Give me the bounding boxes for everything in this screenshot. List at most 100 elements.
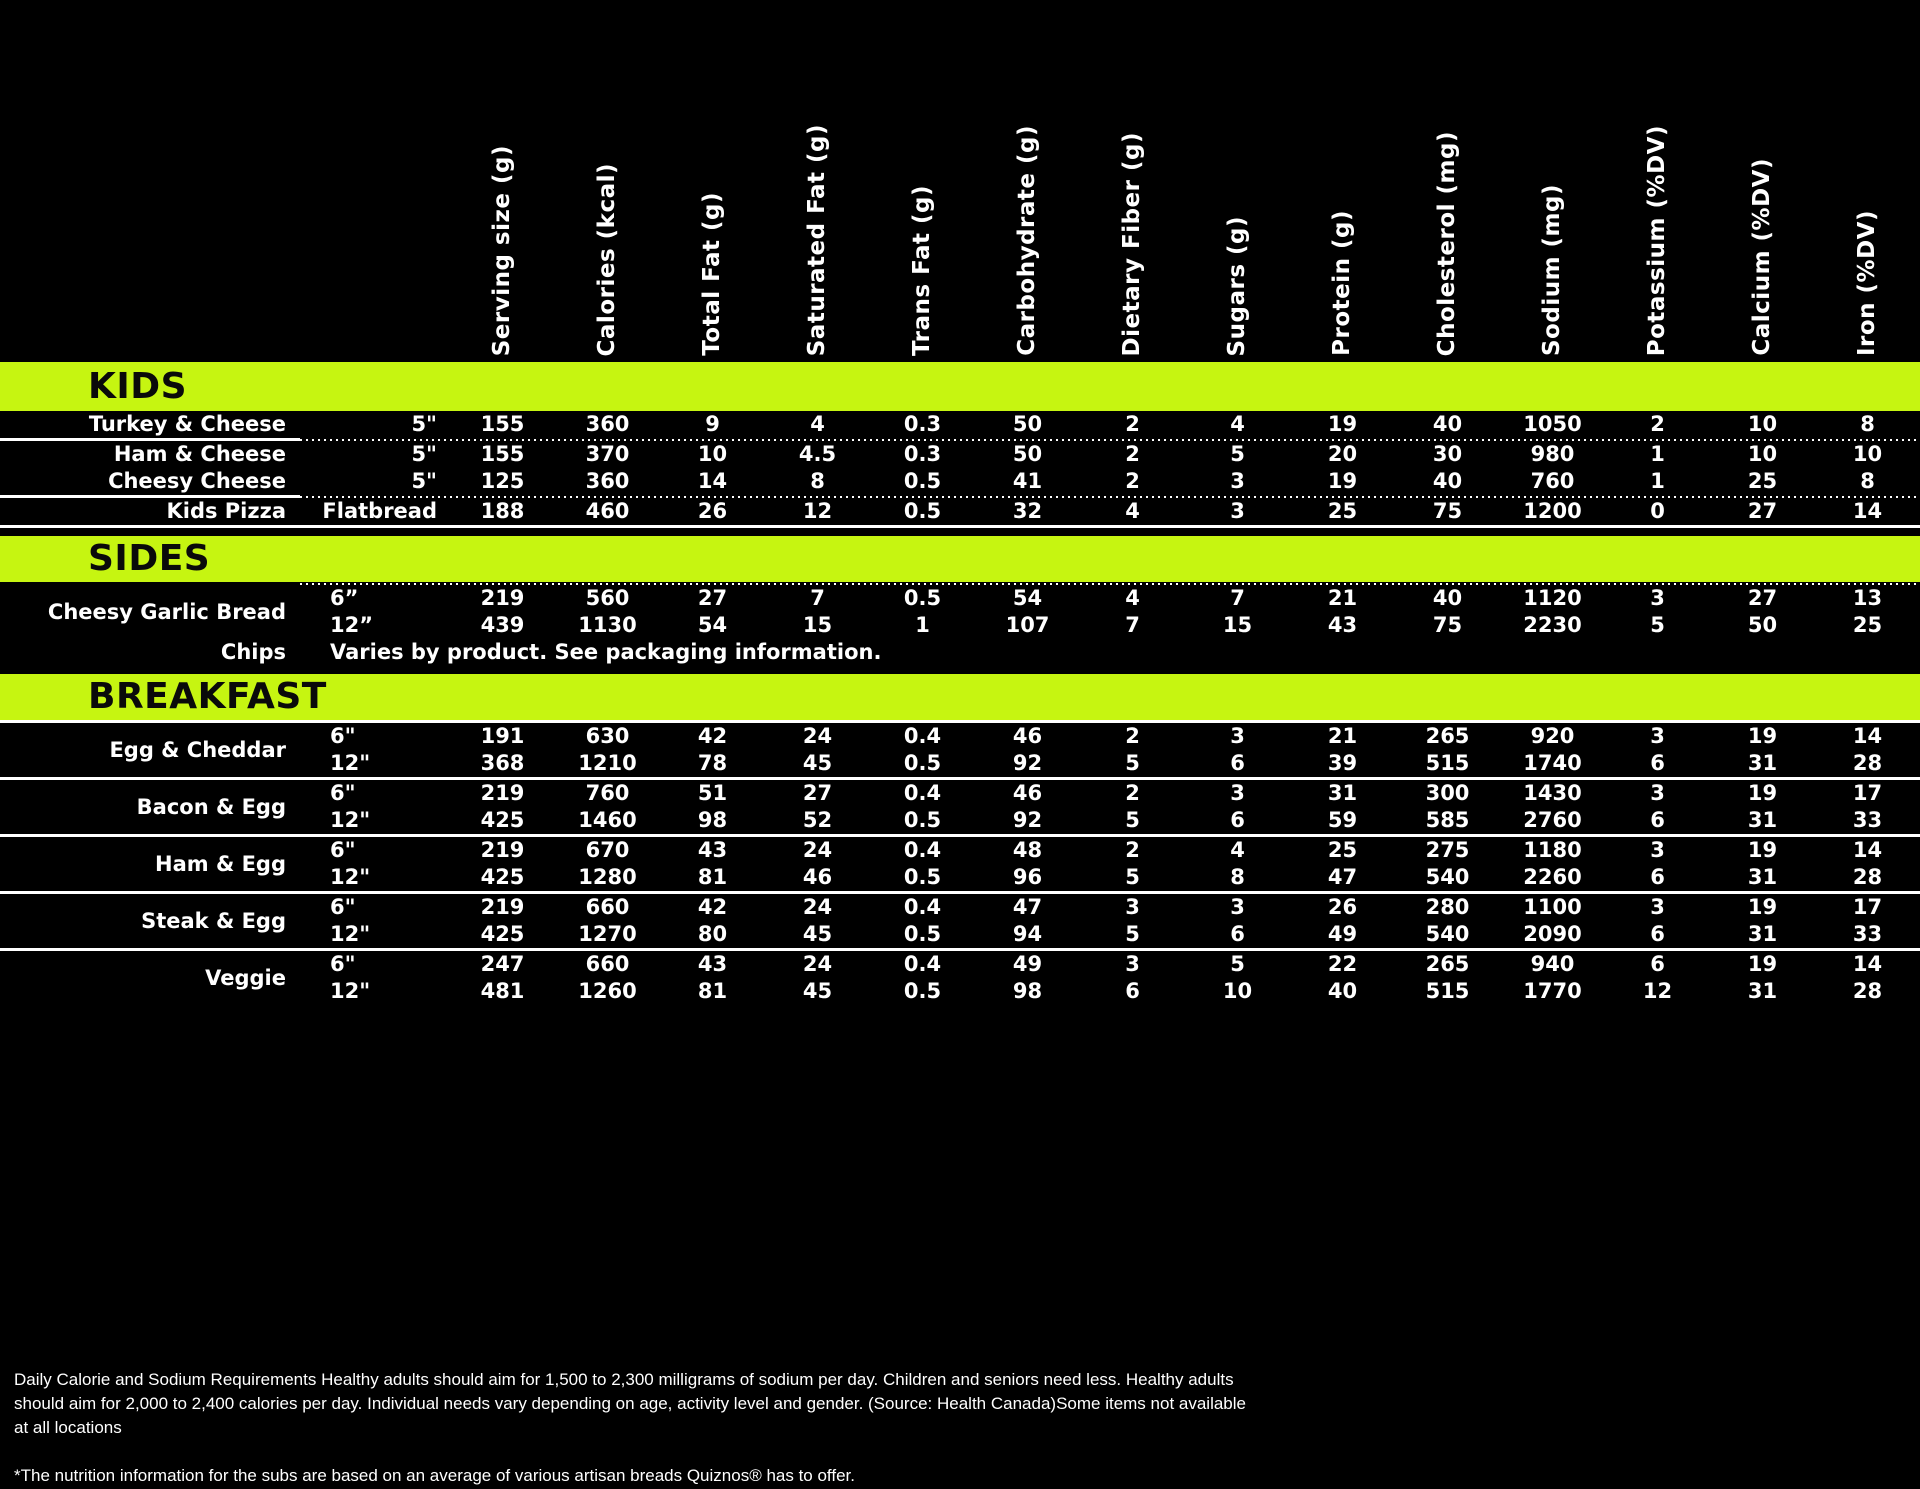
nutrition-value-cell: 94	[1012, 922, 1043, 946]
nutrition-value-cell: 26	[697, 499, 728, 523]
nutrition-value-cell: 50	[1747, 613, 1778, 637]
column-header-cell: Total Fat (g)	[660, 0, 765, 362]
nutrition-value-cell: 107	[1005, 613, 1050, 637]
nutrition-value-cell: 14	[1852, 724, 1883, 748]
nutrition-value-cell: 24	[802, 838, 833, 862]
serving-size-cell: 6"	[330, 895, 356, 919]
nutrition-value-cell: 5	[1125, 808, 1140, 832]
nutrition-value-cell: 3	[1230, 469, 1245, 493]
nutrition-value-cell: 5	[1230, 952, 1245, 976]
nutrition-value-cell: 6	[1125, 979, 1140, 1003]
nutrition-value-cell: 125	[480, 469, 525, 493]
nutrition-value-cell: 75	[1432, 613, 1463, 637]
column-headers: Serving size (g) Calories (kcal) Total Fat…	[0, 0, 1920, 362]
nutrition-value-cell: 81	[697, 865, 728, 889]
nutrition-value-cell: 0.4	[903, 838, 942, 862]
nutrition-value-cell: 2260	[1523, 865, 1582, 889]
nutrition-value-cell: 3	[1650, 838, 1665, 862]
nutrition-value-cell: 219	[480, 781, 525, 805]
column-header-cell: Sodium (mg)	[1500, 0, 1605, 362]
nutrition-value-cell: 45	[802, 751, 833, 775]
nutrition-value-cell: 45	[802, 979, 833, 1003]
nutrition-value-cell: 6	[1230, 751, 1245, 775]
nutrition-value-cell: 219	[480, 838, 525, 862]
nutrition-value-cell: 560	[585, 586, 630, 610]
nutrition-value-cell: 24	[802, 895, 833, 919]
nutrition-value-cell: 20	[1327, 442, 1358, 466]
nutrition-value-cell: 28	[1852, 979, 1883, 1003]
nutrition-value-cell: 265	[1425, 724, 1470, 748]
nutrition-value-cell: 4	[1230, 838, 1245, 862]
nutrition-value-cell: 43	[1327, 613, 1358, 637]
nutrition-value-cell: 0.5	[903, 499, 942, 523]
nutrition-value-cell: 4	[1125, 499, 1140, 523]
nutrition-value-cell: 49	[1012, 952, 1043, 976]
nutrition-value-cell: 12	[802, 499, 833, 523]
nutrition-value-cell: 14	[1852, 499, 1883, 523]
section-divider	[0, 834, 1920, 837]
column-header-cell: Potassium (%DV)	[1605, 0, 1710, 362]
nutrition-value-cell: 1	[915, 613, 930, 637]
nutrition-value-cell: 31	[1747, 979, 1778, 1003]
nutrition-value-cell: 31	[1747, 922, 1778, 946]
nutrition-value-cell: 585	[1425, 808, 1470, 832]
nutrition-value-cell: 42	[697, 724, 728, 748]
serving-size-cell: 5"	[411, 442, 437, 466]
nutrition-value-cell: 40	[1327, 979, 1358, 1003]
nutrition-value-cell: 6	[1230, 808, 1245, 832]
nutrition-value-cell: 6	[1650, 808, 1665, 832]
nutrition-value-cell: 6	[1230, 922, 1245, 946]
nutrition-value-cell: 8	[810, 469, 825, 493]
column-header-cell: Serving size (g)	[450, 0, 555, 362]
nutrition-value-cell: 940	[1530, 952, 1575, 976]
nutrition-value-cell: 19	[1747, 895, 1778, 919]
menu-item-group: Ham & Egg 6" 219 670 43 24 0.4 48 2 4 25 275 1180 3 19…	[0, 837, 1920, 891]
nutrition-value-cell: 540	[1425, 922, 1470, 946]
menu-item-group: Steak & Egg 6" 219 660 42 24 0.4 47 3 3 26 280 1100 3…	[0, 894, 1920, 948]
serving-size-cell: 12"	[330, 865, 371, 889]
nutrition-value-cell: 5	[1125, 922, 1140, 946]
nutrition-value-cell: 460	[585, 499, 630, 523]
nutrition-value-cell: 1130	[578, 613, 637, 637]
column-header-cell: Carbohydrate (g)	[975, 0, 1080, 362]
nutrition-value-cell: 439	[480, 613, 525, 637]
nutrition-value-cell: 43	[697, 952, 728, 976]
nutrition-value-cell: 24	[802, 724, 833, 748]
nutrition-value-cell: 2	[1125, 838, 1140, 862]
nutrition-value-cell: 219	[480, 895, 525, 919]
nutrition-value-cell: 54	[1012, 586, 1043, 610]
section-divider	[0, 525, 1920, 528]
item-label: Egg & Cheddar	[109, 737, 286, 762]
nutrition-value-cell: 360	[585, 469, 630, 493]
item-label: Veggie	[205, 965, 286, 990]
column-header-cell: Sugars (g)	[1185, 0, 1290, 362]
nutrition-value-cell: 425	[480, 808, 525, 832]
item-label: Steak & Egg	[141, 908, 286, 933]
nutrition-value-cell: 1210	[578, 751, 637, 775]
nutrition-value-cell: 10	[1852, 442, 1883, 466]
nutrition-value-cell: 2	[1125, 724, 1140, 748]
column-header-cell: Protein (g)	[1290, 0, 1395, 362]
item-label: Kids Pizza	[166, 499, 286, 523]
nutrition-value-cell: 3	[1230, 781, 1245, 805]
section-bar: SIDES	[0, 536, 1920, 582]
item-label: Ham & Egg	[155, 851, 286, 876]
nutrition-value-cell: 219	[480, 586, 525, 610]
nutrition-value-cell: 19	[1327, 469, 1358, 493]
nutrition-value-cell: 46	[802, 865, 833, 889]
nutrition-value-cell: 42	[697, 895, 728, 919]
column-header: Carbohydrate (g)	[1014, 125, 1040, 356]
nutrition-value-cell: 31	[1327, 781, 1358, 805]
nutrition-value-cell: 670	[585, 838, 630, 862]
nutrition-value-cell: 39	[1327, 751, 1358, 775]
column-header: Cholesterol (mg)	[1434, 130, 1460, 356]
nutrition-value-cell: 2	[1125, 442, 1140, 466]
nutrition-value-cell: 660	[585, 895, 630, 919]
section-rows: Cheesy Garlic Bread 6” 219 560 27 7 0.5 54 4 7 21 4…	[0, 582, 1920, 666]
nutrition-value-cell: 1200	[1523, 499, 1582, 523]
nutrition-value-cell: 33	[1852, 808, 1883, 832]
nutrition-value-cell: 7	[810, 586, 825, 610]
serving-size-cell: 12”	[330, 613, 374, 637]
nutrition-value-cell: 9	[705, 412, 720, 436]
nutrition-value-cell: 188	[480, 499, 525, 523]
